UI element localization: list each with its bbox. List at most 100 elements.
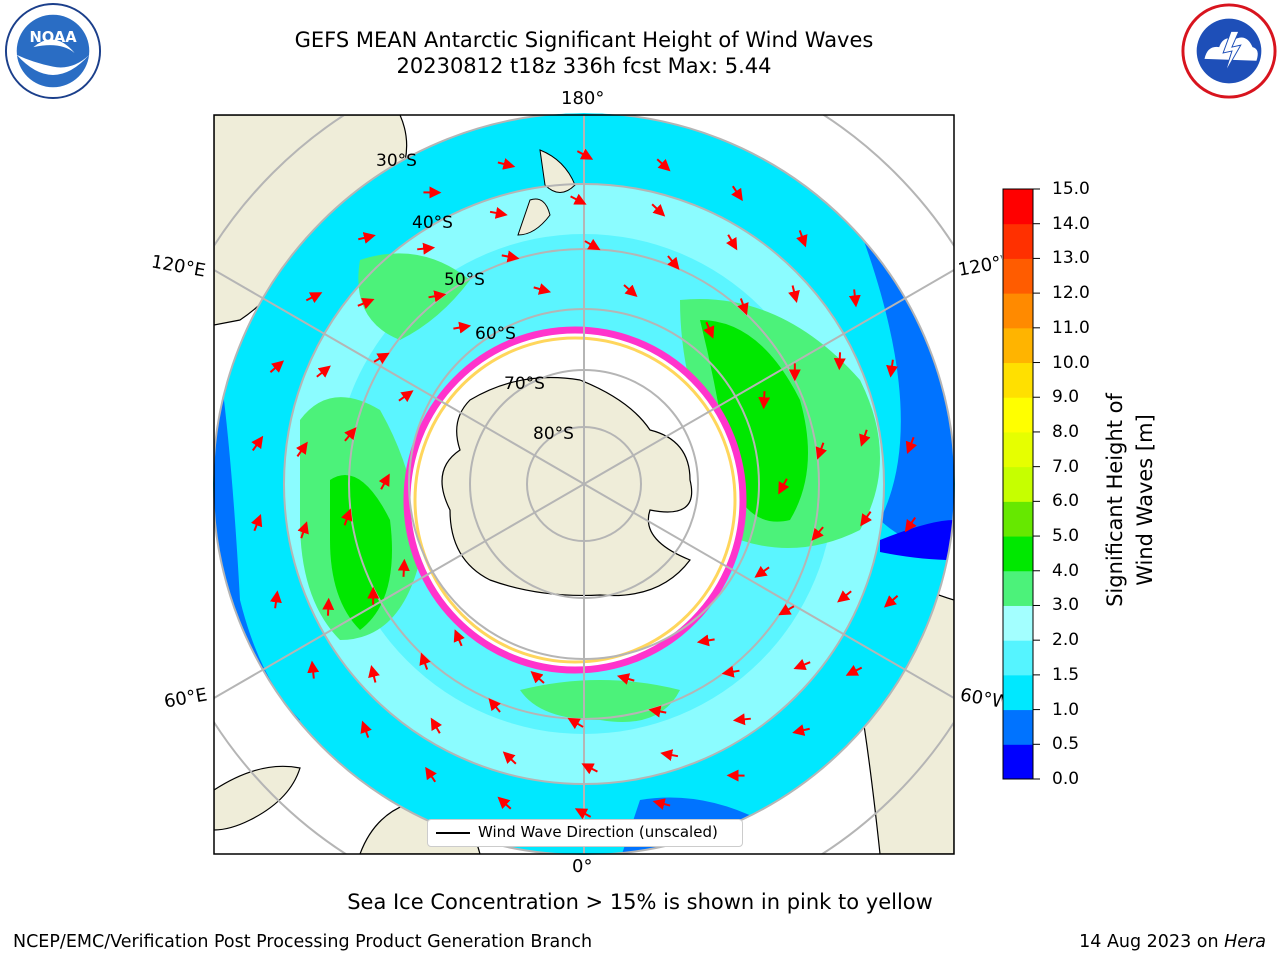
wind-wave-arrow	[656, 158, 671, 172]
colorbar-tick-label: 4.0	[1052, 560, 1080, 581]
colorbar-tick-label: 11.0	[1052, 317, 1090, 338]
nws-logo	[1181, 3, 1277, 99]
wind-wave-arrow	[660, 749, 679, 761]
wind-wave-arrow	[574, 808, 592, 820]
colorbar-tick-label: 0.5	[1052, 734, 1080, 755]
colorbar-segment	[1003, 258, 1033, 294]
wind-wave-arrow	[859, 429, 871, 447]
wind-wave-arrow	[731, 185, 743, 202]
colorbar-tick-label: 1.5	[1052, 664, 1080, 685]
wind-wave-arrow	[417, 242, 436, 255]
wind-wave-arrow	[623, 284, 638, 297]
wind-wave-arrow	[430, 717, 442, 734]
wind-wave-arrow	[758, 391, 771, 410]
colorbar-tick-label: 7.0	[1052, 456, 1080, 477]
wind-wave-arrow	[269, 360, 285, 373]
new-zealand-south	[517, 198, 551, 236]
wind-wave-arrow	[576, 148, 594, 160]
colorbar-segment	[1003, 466, 1033, 502]
wind-wave-arrow	[533, 283, 552, 295]
colorbar-segment	[1003, 362, 1033, 398]
wind-wave-arrow	[489, 207, 508, 219]
wind-wave-arrow	[778, 604, 795, 616]
wind-wave-arrow	[726, 234, 738, 251]
chart-subtitle: 20230812 t18z 336h fcst Max: 5.44	[396, 54, 772, 78]
sea-ice-note: Sea Ice Concentration > 15% is shown in …	[347, 890, 933, 914]
wind-wave-arrow	[860, 511, 873, 527]
colorbar-tick-label: 2.0	[1052, 630, 1080, 651]
chart-title: GEFS MEAN Antarctic Significant Height o…	[294, 28, 874, 52]
noaa-logo-text: NOAA	[29, 29, 77, 46]
wind-wave-arrow	[428, 290, 447, 303]
wind-wave-arrow	[845, 664, 863, 676]
wind-wave-arrow	[904, 516, 917, 533]
wind-wave-arrow	[250, 513, 263, 532]
wind-wave-arrow	[344, 427, 357, 442]
wind-wave-arrow	[796, 230, 808, 248]
wind-wave-arrow	[305, 292, 323, 304]
colorbar-segment	[1003, 640, 1033, 676]
wind-wave-arrow	[497, 796, 512, 810]
colorbar-segment	[1003, 223, 1033, 259]
colorbar-segment	[1003, 536, 1033, 572]
wind-wave-arrow	[788, 285, 800, 303]
colorbar-tick-label: 12.0	[1052, 283, 1090, 304]
wind-wave-arrow	[397, 558, 410, 577]
colorbar-tick-label: 13.0	[1052, 248, 1090, 269]
colorbar-segment	[1003, 327, 1033, 364]
wind-wave-arrow	[251, 435, 264, 452]
wind-wave-arrow	[307, 660, 320, 679]
wind-wave-arrow	[837, 590, 852, 603]
machine-name: Hera	[1224, 932, 1266, 952]
wind-wave-arrow	[357, 297, 375, 310]
lat-label-30s: 30°S	[376, 151, 417, 171]
colorbar-segment	[1003, 293, 1033, 329]
wind-wave-arrow	[316, 365, 331, 378]
wind-wave-arrows	[250, 148, 918, 820]
colorbar-tick-label: 10.0	[1052, 352, 1090, 373]
wind-wave-arrow	[322, 597, 335, 616]
colorbar-segment	[1003, 397, 1033, 433]
lat-label-80s: 80°S	[533, 424, 574, 444]
wind-wave-arrow	[269, 590, 282, 609]
credit-line: NCEP/EMC/Verification Post Processing Pr…	[13, 932, 593, 952]
colorbar-tick-label: 8.0	[1052, 421, 1080, 442]
wind-wave-arrow	[905, 436, 918, 455]
colorbar-tick-label: 5.0	[1052, 526, 1080, 547]
wind-wave-arrow	[703, 321, 715, 339]
wind-wave-arrow	[648, 705, 667, 718]
wind-wave-arrow	[378, 473, 390, 490]
wind-wave-arrow	[453, 321, 472, 334]
wind-wave-arrow	[570, 193, 587, 205]
map-frame	[213, 114, 955, 855]
colorbar-segment	[1003, 744, 1033, 780]
colorbar-tick-label: 3.0	[1052, 595, 1080, 616]
wind-wave-arrow	[721, 665, 740, 678]
lat-label-70s: 70°S	[504, 374, 545, 394]
wind-wave-arrow	[651, 203, 666, 217]
date-line: 14 Aug 2023 on Hera	[1079, 932, 1266, 952]
wind-wave-arrow	[341, 508, 353, 526]
graticule	[214, 115, 954, 854]
wind-wave-arrow	[886, 359, 899, 378]
wind-wave-arrow	[501, 250, 520, 263]
colorbar-frame	[1002, 188, 1034, 780]
africa-landmass	[214, 765, 301, 831]
wind-wave-arrow	[398, 390, 414, 403]
wind-wave-arrow	[581, 763, 598, 775]
antarctica-landmass	[441, 376, 693, 597]
wind-wave-arrow	[360, 720, 372, 738]
wind-wave-arrow	[778, 478, 790, 495]
wind-wave-arrow	[453, 629, 465, 647]
colorbar-segment	[1003, 431, 1033, 468]
legend-label: Wind Wave Direction (unscaled)	[478, 823, 718, 841]
wind-wave-arrow	[732, 713, 751, 726]
noaa-logo: NOAA	[4, 2, 102, 100]
wind-wave-arrow	[488, 698, 501, 713]
wind-wave-arrow	[833, 352, 846, 371]
wind-wave-arrow	[754, 565, 770, 578]
wind-wave-arrow	[368, 665, 380, 683]
wind-wave-arrow	[567, 717, 584, 730]
colorbar-tick-label: 15.0	[1052, 179, 1090, 199]
wind-wave-arrow	[815, 442, 827, 460]
